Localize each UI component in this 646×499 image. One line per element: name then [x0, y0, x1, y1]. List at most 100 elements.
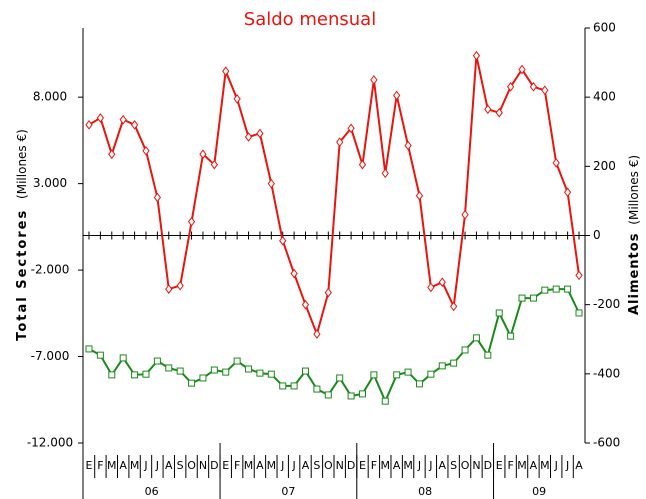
- point-marker: [518, 294, 526, 302]
- point-marker: [256, 128, 264, 139]
- x-tick-label: J: [417, 459, 421, 472]
- x-tick-label: A: [575, 459, 583, 472]
- point-marker: [495, 107, 503, 118]
- x-tick-label: E: [496, 459, 503, 472]
- y-unit: (Millones €): [15, 129, 29, 199]
- x-tick-label: A: [256, 459, 264, 472]
- y2-tick-label: 600: [593, 21, 616, 35]
- x-tick-label: A: [393, 459, 401, 472]
- point-marker: [507, 81, 515, 92]
- x-tick-label: A: [302, 459, 310, 472]
- point-marker: [290, 382, 298, 390]
- point-marker: [404, 368, 412, 376]
- point-marker: [347, 392, 355, 400]
- x-tick-label: J: [428, 459, 432, 472]
- point-marker: [529, 294, 537, 302]
- x-tick-label: N: [336, 459, 344, 472]
- point-marker: [518, 64, 526, 75]
- y2-tick-label: 200: [593, 159, 616, 173]
- point-marker: [176, 280, 184, 291]
- point-marker: [199, 149, 207, 160]
- y-tick-label: 8.000: [33, 90, 67, 104]
- series-line: [88, 288, 580, 404]
- point-marker: [165, 284, 173, 294]
- point-marker: [130, 120, 139, 130]
- point-marker: [575, 270, 583, 281]
- x-tick-label: D: [210, 459, 218, 472]
- point-marker: [347, 123, 355, 134]
- point-marker: [575, 309, 583, 317]
- x-tick-label: O: [324, 459, 333, 472]
- point-marker: [108, 149, 116, 160]
- y2-label: Alimentos: [627, 233, 642, 315]
- y2-tick-label: 400: [593, 90, 616, 104]
- point-marker: [461, 346, 469, 354]
- y-tick-label: -7.000: [31, 349, 70, 363]
- point-marker: [210, 366, 218, 374]
- point-marker: [415, 190, 424, 201]
- x-tick-label: M: [403, 459, 413, 472]
- point-marker: [119, 354, 127, 362]
- point-marker: [233, 357, 241, 365]
- point-marker: [313, 385, 321, 393]
- point-marker: [552, 285, 560, 293]
- point-marker: [552, 158, 560, 168]
- x-tick-label: S: [450, 459, 457, 472]
- x-tick-label: E: [86, 459, 93, 472]
- x-tick-label: N: [472, 459, 480, 472]
- point-marker: [358, 390, 366, 398]
- point-marker: [222, 368, 230, 376]
- y2-axis-label: Alimentos (Millones €): [627, 155, 642, 315]
- x-tick-label: M: [107, 459, 117, 472]
- point-marker: [85, 120, 93, 130]
- point-marker: [301, 299, 310, 310]
- point-marker: [108, 371, 116, 379]
- point-marker: [370, 371, 378, 379]
- point-marker: [358, 159, 367, 170]
- point-marker: [142, 370, 150, 378]
- point-marker: [165, 364, 173, 372]
- x-tick-label: M: [244, 459, 254, 472]
- point-marker: [210, 159, 218, 170]
- x-tick-label: E: [222, 459, 229, 472]
- point-marker: [507, 332, 515, 340]
- x-tick-label: F: [507, 459, 513, 472]
- x-tick-label: M: [381, 459, 391, 472]
- point-marker: [393, 371, 401, 379]
- year-label: 07: [281, 485, 295, 498]
- point-marker: [324, 287, 332, 298]
- point-marker: [472, 50, 481, 61]
- point-marker: [393, 90, 401, 101]
- y-tick-label: -2.000: [31, 263, 70, 277]
- x-tick-label: F: [371, 459, 377, 472]
- point-marker: [279, 235, 287, 246]
- y2-tick-label: -400: [593, 366, 620, 380]
- y-tick-label: 3.000: [33, 176, 67, 190]
- x-tick-label: J: [155, 459, 159, 472]
- point-marker: [233, 94, 241, 104]
- x-tick-label: J: [280, 459, 284, 472]
- point-marker: [131, 371, 139, 379]
- point-marker: [427, 282, 435, 293]
- point-marker: [153, 192, 161, 203]
- point-marker: [279, 382, 287, 390]
- point-marker: [85, 345, 93, 353]
- point-marker: [267, 178, 275, 189]
- x-tick-label: M: [130, 459, 140, 472]
- x-tick-label: M: [540, 459, 550, 472]
- point-marker: [142, 145, 150, 156]
- x-tick-label: A: [530, 459, 538, 472]
- point-marker: [244, 132, 253, 142]
- point-marker: [336, 137, 344, 147]
- point-marker: [245, 365, 253, 373]
- point-marker: [187, 216, 196, 227]
- y2-unit: (Millones €): [627, 155, 641, 225]
- point-marker: [96, 113, 105, 123]
- point-marker: [564, 285, 572, 293]
- point-marker: [541, 286, 549, 294]
- point-marker: [302, 367, 310, 375]
- x-tick-label: J: [291, 459, 295, 472]
- point-marker: [461, 209, 469, 220]
- point-marker: [438, 362, 446, 370]
- x-tick-label: D: [347, 459, 355, 472]
